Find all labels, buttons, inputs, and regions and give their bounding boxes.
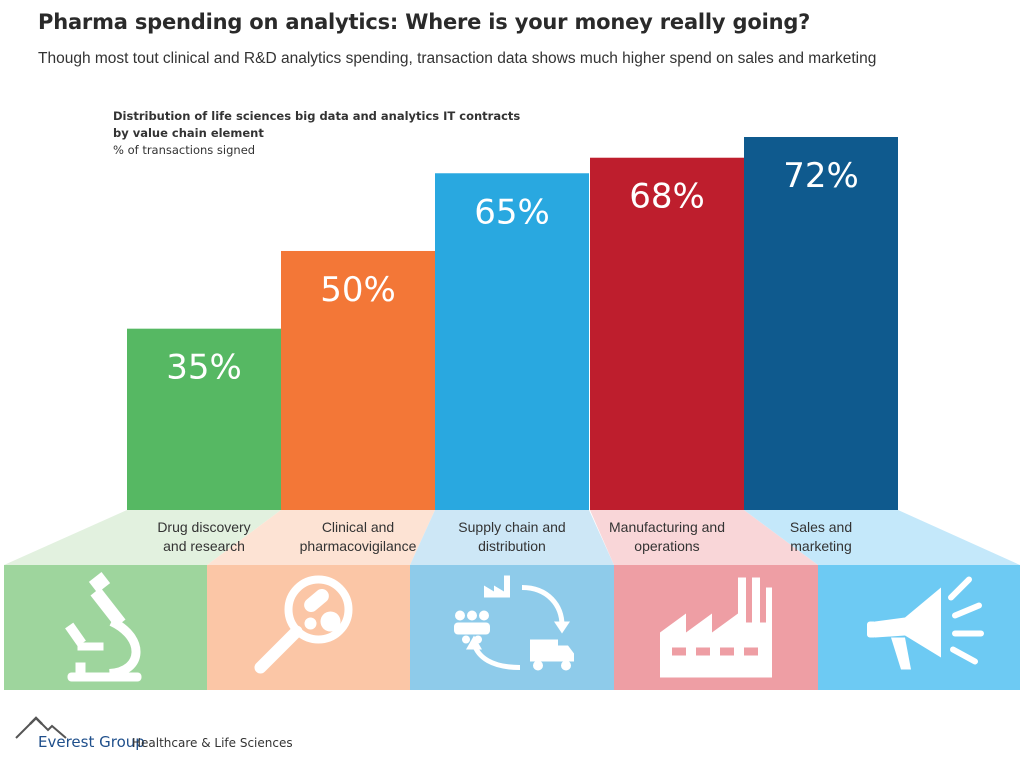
bar <box>127 328 281 510</box>
category-spotlight <box>410 510 614 565</box>
category-label: Manufacturing and <box>609 519 725 535</box>
bars <box>127 137 898 510</box>
factory-icon <box>660 577 772 678</box>
category-label: pharmacovigilance <box>300 538 417 554</box>
bar <box>435 173 589 510</box>
value-labels: 35% 50% 65% 68% 72% <box>166 156 859 388</box>
supply-chain-cycle-icon <box>454 575 574 671</box>
category-label: Drug discovery <box>157 519 250 535</box>
category-labels: Drug discovery and research Clinical and ph… <box>157 519 852 554</box>
category-spotlight <box>207 510 435 565</box>
category-label: operations <box>634 538 699 554</box>
bar <box>281 250 435 510</box>
bar-value-label: 68% <box>629 177 705 217</box>
mountain-logo-icon <box>15 716 67 739</box>
category-label: distribution <box>478 538 546 554</box>
chart-title-line-1: Distribution of life sciences big data a… <box>113 109 521 123</box>
category-label: Clinical and <box>322 519 394 535</box>
bar <box>590 157 744 510</box>
category-icon-band <box>410 565 614 690</box>
bar-value-label: 35% <box>166 348 242 388</box>
megaphone-icon <box>867 576 984 670</box>
page-title: Pharma spending on analytics: Where is y… <box>38 10 811 34</box>
bar-value-label: 65% <box>474 192 550 232</box>
brand-division: Healthcare & Life Sciences <box>132 736 293 750</box>
bar-value-label: 72% <box>783 156 859 196</box>
y-axis-label: % of transactions signed <box>113 143 256 157</box>
category-icons <box>65 572 984 682</box>
category-label: Sales and <box>790 519 852 535</box>
category-spotlight <box>4 510 281 565</box>
bar-value-label: 50% <box>320 270 396 310</box>
bar-chart: 35% 50% 65% 68% 72% Drug discovery and resear… <box>4 137 1020 690</box>
brand-name: Everest Group <box>38 733 145 751</box>
category-spotlight <box>744 510 1020 565</box>
bar <box>744 137 898 510</box>
chart-title-line-2: by value chain element <box>113 126 264 140</box>
magnifier-pills-icon <box>254 575 353 674</box>
footer: Everest Group Healthcare & Life Sciences <box>14 712 414 756</box>
category-label: and research <box>163 538 245 554</box>
category-label: Supply chain and <box>458 519 565 535</box>
microscope-icon <box>65 572 142 682</box>
chart-caption: Distribution of life sciences big data a… <box>113 108 520 159</box>
category-label: marketing <box>790 538 851 554</box>
category-bands <box>4 510 1020 690</box>
page-subtitle: Though most tout clinical and R&D analyt… <box>38 50 877 67</box>
category-spotlight <box>590 510 818 565</box>
